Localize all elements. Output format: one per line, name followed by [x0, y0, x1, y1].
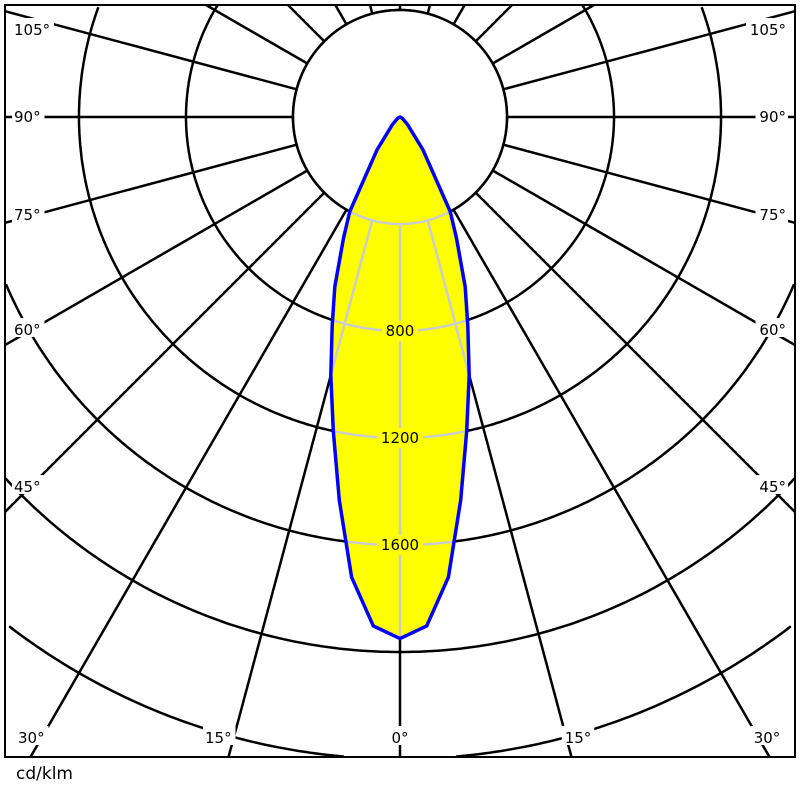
angle-label-left-4: 45° — [14, 478, 41, 496]
grid-radial-75 — [503, 143, 796, 225]
grid-radial-195 — [368, 4, 374, 14]
ring-label-bg — [382, 321, 418, 341]
ring-label-800: 800 — [386, 322, 415, 340]
angle-label-left-5-bg — [16, 726, 49, 745]
grid-inside-radial-15 — [426, 220, 470, 639]
angle-label-0-bg — [388, 726, 412, 745]
grid-radial-30 — [452, 209, 771, 758]
frame — [4, 4, 796, 758]
angle-label-right-6-bg — [746, 18, 788, 37]
grid-radial-330 — [29, 209, 348, 758]
grid-radial-210 — [334, 4, 348, 25]
angle-label-right-5: 90° — [759, 108, 786, 126]
angle-label-right-5-bg — [755, 105, 788, 124]
ring-label-1200: 1200 — [381, 429, 419, 447]
angle-label-left-2-bg — [12, 203, 45, 222]
angle-label-left-6-bg — [203, 726, 236, 745]
angle-label-right-4: 75° — [759, 206, 786, 224]
curve-outline — [329, 115, 471, 641]
angle-label-right-3: 60° — [759, 321, 786, 339]
angle-label-right-0: 15° — [565, 729, 592, 747]
grid-ring-2000 — [4, 477, 796, 654]
grid-radial-300 — [4, 169, 308, 347]
grid-ring-1200 — [77, 6, 723, 440]
angle-label-left-2: 75° — [14, 206, 41, 224]
ring-label-bg — [377, 428, 423, 448]
grid-radial-240 — [205, 3, 308, 65]
angle-label-right-4-bg — [755, 203, 788, 222]
grid-ring-2400 — [8, 625, 792, 758]
angle-label-left-1-bg — [12, 105, 45, 124]
unit-label: cd/klm — [16, 764, 73, 784]
grid-ring-800 — [184, 4, 616, 333]
grid-radial-150 — [452, 4, 466, 25]
angle-label-left-4-bg — [12, 475, 45, 494]
grid-inside-curve — [330, 117, 470, 639]
angle-label-left-1: 90° — [14, 108, 41, 126]
angle-label-0: 0° — [391, 729, 408, 747]
angle-label-right-2: 45° — [759, 478, 786, 496]
polar-diagram: 800 1200 1600 105° 90° 75° 60° 45° 30° 15° 0° 15° 30… — [4, 3, 796, 758]
grid-radial-315 — [4, 191, 326, 513]
angle-label-left-0: 105° — [14, 21, 50, 39]
angle-label-right-6: 105° — [750, 21, 786, 39]
grid-ring-1600 — [4, 283, 796, 547]
angle-label-right-2-bg — [755, 475, 788, 494]
angle-label-left-0-bg — [12, 18, 54, 37]
ring-label-1600: 1600 — [381, 536, 419, 554]
angle-label-right-1: 30° — [754, 729, 781, 747]
grid-radial-135 — [474, 4, 513, 43]
angle-label-right-0-bg — [561, 726, 595, 745]
grid-radial-45 — [474, 191, 796, 513]
angle-label-left-3-bg — [12, 318, 45, 337]
grid-inside-radial-345 — [330, 220, 374, 639]
grid-radial-225 — [287, 4, 326, 43]
grid-radial-285 — [4, 143, 297, 225]
grid-radial-165 — [426, 4, 432, 14]
angle-label-left-6: 15° — [205, 729, 232, 747]
ring-label-bg — [377, 535, 423, 555]
grid-radial-120 — [492, 3, 595, 65]
angle-label-left-3: 60° — [14, 321, 41, 339]
angle-label-right-1-bg — [750, 726, 784, 745]
angle-label-right-3-bg — [755, 318, 788, 337]
grid-radial-60 — [492, 169, 796, 347]
angle-label-left-5: 30° — [18, 729, 45, 747]
